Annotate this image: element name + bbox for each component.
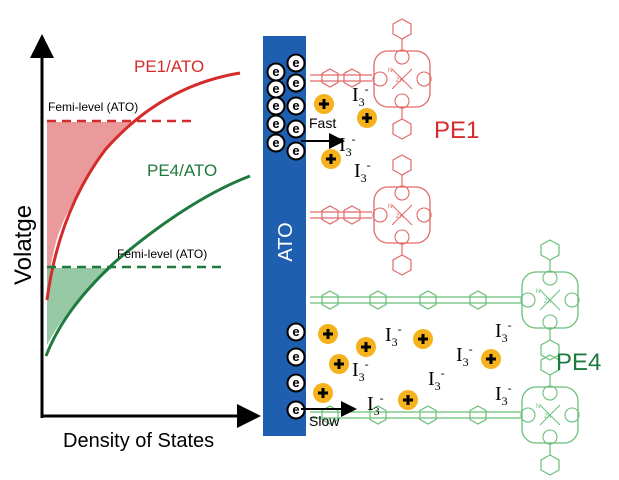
- iodide-charge: -: [508, 381, 512, 395]
- svg-text:I3-: I3-: [456, 342, 473, 369]
- pe1-fermi-label: Femi-level (ATO): [48, 100, 138, 114]
- iodide-subscript: 3: [502, 331, 508, 345]
- pe4-n-label-2: N: [536, 404, 540, 410]
- pe1-molecules: [310, 18, 432, 276]
- pe4-iodides: I3- I3- I3- I3- I3- I3-: [352, 318, 512, 418]
- pe4-label: PE4: [556, 349, 601, 376]
- electron-symbol: e: [272, 116, 279, 131]
- pe1-curve-label: PE1/ATO: [134, 57, 204, 76]
- pe1-iodides: I3- I3- I3-: [339, 82, 371, 185]
- iodide-subscript: 3: [502, 394, 508, 408]
- slow-label: Slow: [309, 413, 340, 429]
- pe4-holes: [311, 322, 503, 412]
- pe4-n-label-1: N: [536, 289, 540, 295]
- iodide-i: I: [339, 134, 346, 156]
- electron-symbol: e: [292, 121, 299, 136]
- pe1-zn-label-1: Zn: [396, 78, 403, 84]
- iodide-charge: -: [469, 342, 473, 356]
- svg-text:I3-: I3-: [428, 366, 445, 393]
- iodide-i: I: [495, 383, 502, 405]
- electron-symbol: e: [272, 98, 279, 113]
- electron-symbol: e: [292, 75, 299, 90]
- iodide-charge: -: [508, 318, 512, 332]
- iodide-subscript: 3: [359, 95, 365, 109]
- svg-text:I3-: I3-: [495, 318, 512, 345]
- iodide-charge: -: [352, 132, 356, 146]
- pe1-n-label-1: N: [388, 68, 392, 74]
- iodide-i: I: [354, 160, 361, 182]
- pe4-shaded-area: [47, 268, 112, 345]
- iodide-charge: -: [367, 158, 371, 172]
- pe4-curve-label: PE4/ATO: [147, 161, 217, 180]
- svg-text:I3-: I3-: [354, 158, 371, 185]
- svg-text:I3-: I3-: [352, 357, 369, 384]
- pe1-label: PE1: [434, 117, 479, 144]
- pe4-zn-label-1: Zn: [544, 299, 551, 305]
- pe4-zn-label-2: Zn: [544, 414, 551, 420]
- electron-symbol: e: [292, 55, 299, 70]
- electrode-label: ATO: [275, 222, 297, 261]
- svg-text:I3-: I3-: [352, 82, 369, 109]
- iodide-i: I: [385, 324, 392, 346]
- pe4-fermi-label: Femi-level (ATO): [117, 247, 207, 261]
- iodide-i: I: [352, 84, 359, 106]
- iodide-i: I: [428, 368, 435, 390]
- electron-symbol: e: [272, 81, 279, 96]
- x-axis-label: Density of States: [63, 430, 214, 452]
- fast-label: Fast: [309, 115, 336, 131]
- svg-text:I3-: I3-: [385, 322, 402, 349]
- electron-symbol: e: [292, 324, 299, 339]
- iodide-i: I: [495, 320, 502, 342]
- svg-text:I3-: I3-: [495, 381, 512, 408]
- iodide-charge: -: [380, 391, 384, 405]
- iodide-i: I: [456, 344, 463, 366]
- pe1-shaded-area: [47, 122, 133, 290]
- pe1-curve: [45, 71, 241, 301]
- iodide-charge: -: [398, 322, 402, 336]
- iodide-subscript: 3: [361, 171, 367, 185]
- pe1-n-label-2: N: [388, 204, 392, 210]
- svg-text:I3-: I3-: [367, 391, 384, 418]
- iodide-i: I: [367, 393, 374, 415]
- y-axis-label: Volatge: [10, 205, 37, 285]
- iodide-i: I: [352, 359, 359, 381]
- pe4-curve: [44, 174, 251, 357]
- electron-symbol: e: [292, 98, 299, 113]
- iodide-subscript: 3: [392, 335, 398, 349]
- electron-symbol: e: [292, 143, 299, 158]
- electron-symbol: e: [292, 375, 299, 390]
- iodide-charge: -: [365, 357, 369, 371]
- svg-text:I3-: I3-: [339, 132, 356, 159]
- pe1-zn-label-2: Zn: [396, 214, 403, 220]
- pe4-molecules: [310, 239, 580, 476]
- electron-symbol: e: [292, 349, 299, 364]
- iodide-subscript: 3: [346, 145, 352, 159]
- iodide-charge: -: [441, 366, 445, 380]
- electron-symbol: e: [292, 402, 299, 417]
- iodide-subscript: 3: [435, 379, 441, 393]
- iodide-charge: -: [365, 82, 369, 96]
- electron-symbol: e: [272, 135, 279, 150]
- iodide-subscript: 3: [359, 370, 365, 384]
- electron-symbol: e: [272, 64, 279, 79]
- pe4-iodide-extra: I3-: [495, 381, 512, 408]
- iodide-subscript: 3: [374, 404, 380, 418]
- energy-graph: Volatge Density of States PE1/ATO PE4/AT…: [10, 34, 261, 452]
- iodide-subscript: 3: [463, 355, 469, 369]
